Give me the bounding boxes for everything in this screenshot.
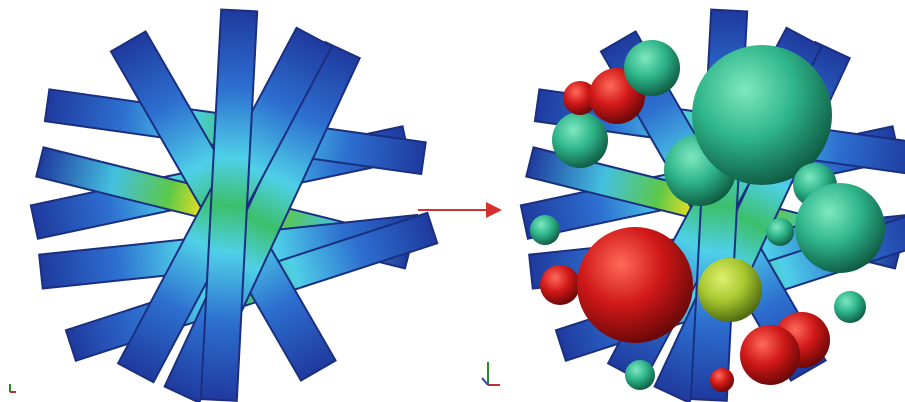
sphere <box>552 112 608 168</box>
ribbon-structure-left <box>31 10 437 402</box>
sphere <box>795 183 885 273</box>
sphere <box>710 368 734 392</box>
sphere <box>624 40 680 96</box>
sphere <box>540 265 580 305</box>
sphere <box>834 291 866 323</box>
axis-triad-right <box>482 362 500 385</box>
arrow-head <box>486 202 502 218</box>
axis-triad-left <box>10 384 16 392</box>
scene <box>0 0 905 402</box>
sphere <box>577 227 693 343</box>
sphere <box>766 218 794 246</box>
sphere <box>625 360 655 390</box>
sphere <box>530 215 560 245</box>
sphere <box>698 258 762 322</box>
sphere <box>740 325 800 385</box>
